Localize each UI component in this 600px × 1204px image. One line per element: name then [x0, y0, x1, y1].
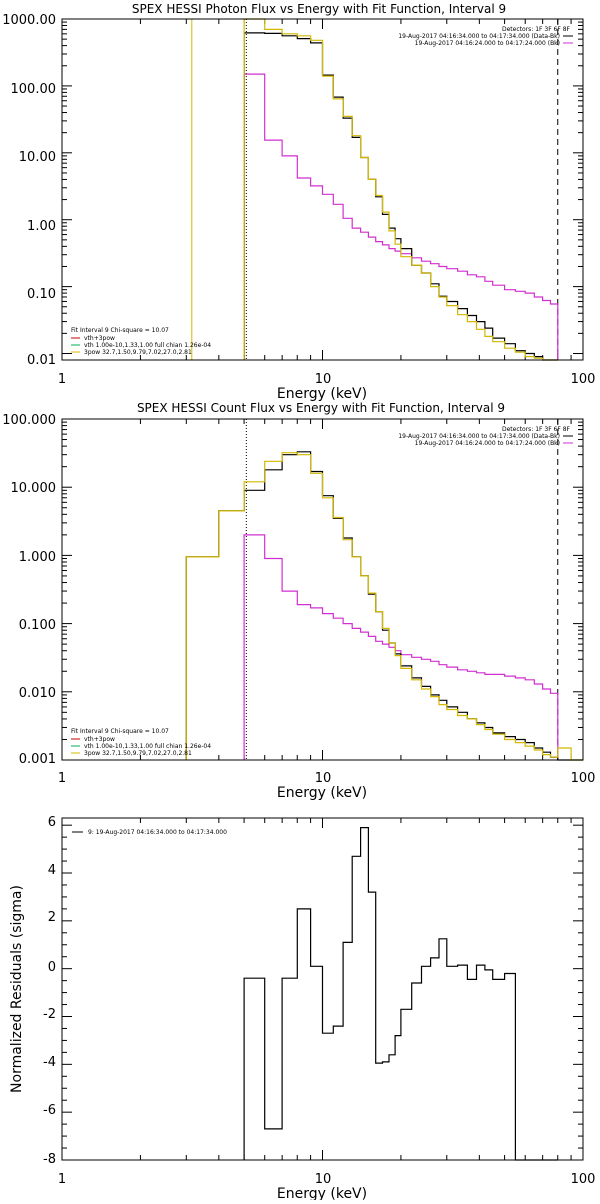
series-line-model [243, 18, 558, 361]
legend-entry: vth+3pow [84, 736, 115, 743]
y-tick-label: 0.010 [19, 686, 56, 701]
x-tick-label: 10 [315, 372, 332, 387]
series-line-data [185, 451, 583, 761]
y-tick-labels: 6 4 2 0 -2 -4 -6 -8 [43, 815, 56, 1167]
x-tick-labels: 1 10 100 [58, 372, 596, 387]
y-tick-label: -4 [43, 1055, 56, 1070]
plot-frame [61, 817, 584, 1161]
x-axis-label: Energy (keV) [277, 386, 367, 402]
legend-entry: 3pow 32.7,1.50,9.79,7.02,27.0,2.81 [84, 349, 192, 356]
y-tick-label: 1000.00 [2, 13, 56, 28]
y-tick-label: -6 [43, 1103, 56, 1118]
y-tick-label: 0.001 [19, 752, 56, 767]
x-tick-labels: 1 10 100 [58, 1172, 596, 1187]
photon-flux-panel: SPEX HESSI Photon Flux vs Energy with Fi… [2, 2, 595, 402]
y-tick-labels: 100.000 10.000 1.000 0.100 0.010 0.001 [2, 413, 56, 767]
legend-entry: 9: 19-Aug-2017 04:16:34.000 to 04:17:34.… [88, 829, 227, 836]
x-tick-label: 100 [571, 1172, 596, 1187]
photon-flux-plot [61, 18, 584, 361]
x-tick-label: 1 [58, 1172, 66, 1187]
y-tick-label: 4 [48, 863, 56, 878]
plot-frame [61, 418, 584, 761]
x-axis-label: Energy (keV) [277, 1186, 367, 1200]
legend-entry: 19-Aug-2017 04:16:24.000 to 04:17:24.000… [415, 440, 560, 447]
series-line-background [243, 534, 559, 760]
legend-entry: 3pow 32.7,1.50,9.79,7.02,27.0,2.81 [84, 750, 192, 757]
series-line-data [243, 32, 558, 361]
chart-title: SPEX HESSI Count Flux vs Energy with Fit… [137, 401, 505, 415]
series-line-data [243, 827, 558, 1161]
x-tick-label: 1 [58, 771, 66, 786]
y-tick-label: 100.000 [2, 413, 56, 428]
legend-entry: Detectors: 1F 3F 6F 8F [502, 26, 571, 33]
y-tick-label: 0.10 [27, 287, 56, 302]
x-tick-label: 10 [315, 1172, 332, 1187]
legend-bottom: Fit Interval 9 Chi-square = 10.07 vth+3p… [71, 728, 211, 757]
chart-title: SPEX HESSI Photon Flux vs Energy with Fi… [132, 2, 506, 16]
y-tick-label: 10.00 [19, 150, 56, 165]
legend: 9: 19-Aug-2017 04:16:34.000 to 04:17:34.… [72, 829, 227, 836]
legend-top: Detectors: 1F 3F 6F 8F 19-Aug-2017 04:16… [398, 26, 573, 47]
y-tick-label: -2 [43, 1007, 56, 1022]
x-axis-label: Energy (keV) [277, 785, 367, 801]
legend-top: Detectors: 1F 3F 6F 8F 19-Aug-2017 04:16… [398, 426, 573, 447]
legend-entry: 19-Aug-2017 04:16:34.000 to 04:17:34.000… [398, 433, 560, 440]
y-tick-label: 0.01 [27, 353, 56, 368]
series-line-background [243, 73, 559, 360]
legend-entry: Fit Interval 9 Chi-square = 10.07 [71, 327, 169, 334]
y-axis-label: Normalized Residuals (sigma) [9, 885, 25, 1093]
x-tick-label: 100 [571, 771, 596, 786]
series-line-model [185, 452, 583, 761]
residuals-panel: 6 4 2 0 -2 -4 -6 -8 1 10 100 Energy (keV… [9, 815, 596, 1202]
legend-bottom: Fit Interval 9 Chi-square = 10.07 vth+3p… [71, 327, 211, 356]
legend-entry: vth+3pow [84, 335, 115, 342]
y-tick-label: 6 [48, 815, 56, 830]
count-flux-panel: SPEX HESSI Count Flux vs Energy with Fit… [2, 401, 595, 801]
x-tick-label: 10 [315, 771, 332, 786]
count-flux-plot [61, 418, 584, 761]
y-tick-label: -8 [43, 1152, 56, 1167]
residuals-plot [61, 818, 584, 1161]
legend-entry: vth 1.00e-10,1.33,1.00 full chian 1.26e-… [84, 743, 211, 750]
y-tick-label: 0.100 [19, 618, 56, 633]
legend-entry: Detectors: 1F 3F 6F 8F [502, 426, 571, 433]
x-tick-labels: 1 10 100 [58, 771, 596, 786]
x-tick-label: 1 [58, 372, 66, 387]
legend-entry: Fit Interval 9 Chi-square = 10.07 [71, 728, 169, 735]
legend-entry: vth 1.00e-10,1.33,1.00 full chian 1.26e-… [84, 342, 211, 349]
y-tick-label: 10.000 [11, 481, 57, 496]
legend-entry: 19-Aug-2017 04:16:34.000 to 04:17:34.000… [398, 33, 560, 40]
plot-frame [61, 18, 584, 361]
x-tick-label: 100 [571, 372, 596, 387]
y-tick-label: 1.00 [27, 219, 56, 234]
y-tick-label: 100.00 [11, 82, 57, 97]
y-tick-label: 0 [48, 960, 56, 975]
legend-entry: 19-Aug-2017 04:16:24.000 to 04:17:24.000… [415, 40, 560, 47]
y-tick-label: 1.000 [19, 550, 56, 565]
y-tick-label: 2 [48, 910, 56, 925]
y-tick-labels: 1000.00 100.00 10.00 1.00 0.10 0.01 [2, 13, 56, 368]
